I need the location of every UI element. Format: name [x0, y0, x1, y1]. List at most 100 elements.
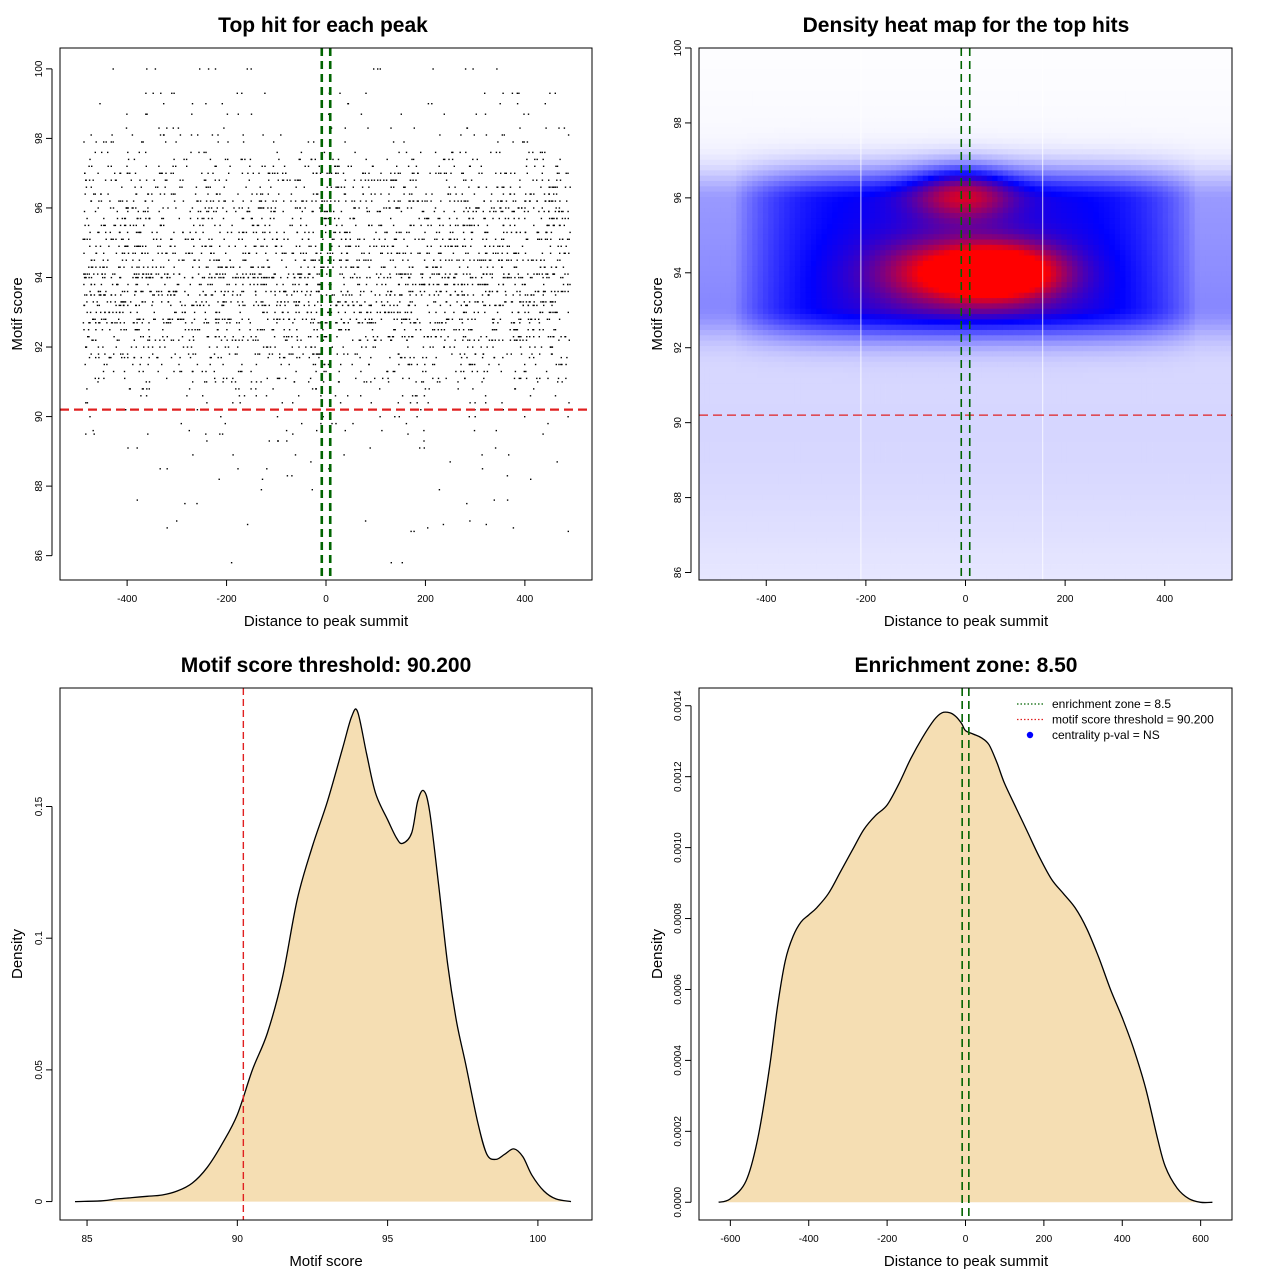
scatter-point	[398, 207, 401, 209]
scatter-point	[561, 381, 563, 383]
scatter-point	[221, 433, 224, 435]
scatter-point	[485, 283, 487, 286]
heatmap-cell	[730, 58, 737, 65]
heatmap-cell	[725, 574, 732, 581]
heatmap-cell	[757, 223, 764, 230]
heatmap-cell	[725, 207, 732, 214]
scatter-point	[491, 290, 494, 293]
scatter-point	[241, 231, 244, 234]
scatter-point	[478, 339, 480, 341]
heatmap-cell	[789, 292, 796, 299]
scatter-point	[147, 363, 149, 366]
heatmap-cell	[762, 74, 769, 81]
scatter-point	[422, 273, 424, 275]
scatter-point	[507, 217, 510, 220]
heatmap-cell	[725, 367, 732, 373]
heatmap-cell	[768, 218, 775, 224]
scatter-point	[364, 318, 366, 320]
scatter-point	[401, 395, 404, 397]
scatter-point	[340, 318, 343, 320]
scatter-point	[199, 304, 201, 307]
heatmap-cell	[730, 345, 737, 352]
scatter-point	[436, 322, 439, 324]
scatter-point	[220, 290, 222, 293]
scatter-point	[340, 252, 343, 254]
scatter-point	[200, 283, 202, 286]
scatter-point	[281, 311, 284, 314]
scatter-point	[84, 273, 86, 275]
heatmap-cell	[757, 69, 764, 75]
scatter-point	[110, 141, 112, 143]
heatmap-cell	[704, 250, 711, 256]
scatter-point	[136, 245, 138, 247]
scatter-point	[312, 231, 314, 234]
scatter-point	[242, 276, 245, 279]
scatter-point	[344, 179, 347, 181]
scatter-point	[540, 186, 542, 188]
scatter-point	[86, 301, 88, 303]
scatter-point	[169, 276, 171, 279]
heatmap-cell	[704, 425, 711, 432]
heatmap-cell	[757, 127, 764, 134]
scatter-point	[432, 363, 434, 366]
heatmap-cell	[714, 63, 721, 70]
scatter-point	[278, 193, 280, 195]
scatter-point	[396, 304, 399, 307]
scatter-point	[459, 318, 461, 320]
scatter-point	[462, 231, 465, 234]
scatter-point	[474, 301, 476, 303]
heatmap-cell	[725, 74, 732, 81]
scatter-point	[256, 224, 259, 227]
scatter-point	[317, 193, 319, 195]
heatmap-cell	[784, 303, 791, 310]
scatter-point	[235, 283, 237, 286]
scatter-point	[537, 238, 539, 240]
heatmap-cell	[709, 521, 716, 528]
heatmap-cell	[699, 510, 705, 517]
heatmap-cell	[741, 377, 748, 384]
scatter-point	[186, 165, 188, 167]
heatmap-cell	[752, 287, 759, 294]
scatter-point	[139, 217, 142, 220]
scatter-point	[322, 416, 324, 418]
heatmap-cell	[768, 63, 775, 70]
scatter-point	[223, 127, 225, 129]
heatmap-cell	[730, 335, 737, 341]
scatter-point	[402, 318, 405, 320]
heatmap-cell	[752, 74, 759, 81]
scatter-point	[274, 346, 276, 348]
scatter-point	[88, 266, 90, 268]
heatmap-cell	[720, 361, 727, 368]
heatmap-cell	[720, 383, 727, 389]
scatter-point	[115, 346, 117, 348]
scatter-point	[316, 172, 318, 174]
heatmap-cell	[762, 383, 769, 389]
scatter-point	[487, 231, 489, 234]
scatter-point	[376, 210, 379, 213]
scatter-point	[162, 266, 165, 268]
scatter-point	[97, 172, 99, 174]
scatter-point	[549, 252, 552, 254]
scatter-point	[279, 318, 281, 320]
heatmap-cell	[704, 324, 711, 331]
scatter-point	[226, 266, 228, 268]
scatter-point	[317, 283, 319, 286]
heatmap-cell	[752, 271, 759, 278]
scatter-point	[294, 259, 297, 261]
heatmap-cell	[720, 276, 727, 283]
scatter-point	[383, 207, 385, 209]
scatter-point	[526, 238, 529, 240]
scatter-point	[103, 141, 105, 143]
scatter-point	[263, 304, 265, 307]
scatter-point	[501, 266, 503, 268]
heatmap-cell	[741, 218, 748, 224]
scatter-point	[506, 499, 509, 501]
scatter-point	[179, 356, 181, 359]
heatmap-cell	[757, 106, 764, 113]
heatmap-cell	[730, 95, 737, 102]
heatmap-cell	[784, 223, 791, 230]
heatmap-cell	[741, 425, 748, 432]
scatter-point	[467, 318, 469, 320]
scatter-point	[208, 304, 210, 307]
scatter-point	[294, 179, 296, 181]
